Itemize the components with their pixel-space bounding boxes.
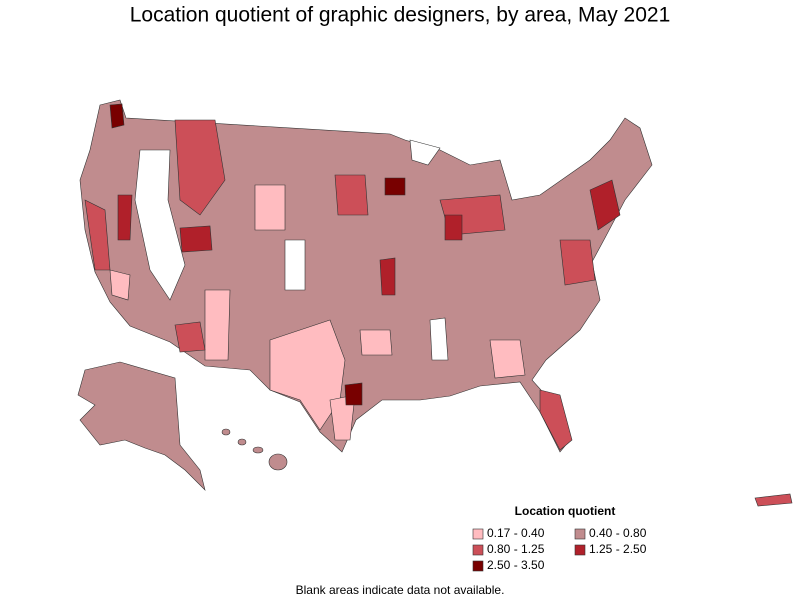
region xyxy=(109,269,131,301)
footnote: Blank areas indicate data not available. xyxy=(296,583,505,597)
blank-area xyxy=(284,239,306,291)
legend-swatch xyxy=(574,544,586,556)
region xyxy=(252,446,264,454)
region xyxy=(221,428,231,436)
region xyxy=(268,453,288,471)
region xyxy=(109,103,125,129)
region xyxy=(344,382,363,406)
region xyxy=(204,289,231,361)
blank-area xyxy=(409,139,441,166)
region xyxy=(359,329,393,356)
map-title: Location quotient of graphic designers, … xyxy=(130,4,671,27)
legend-label: 2.50 - 3.50 xyxy=(487,558,545,572)
region xyxy=(179,225,213,253)
region xyxy=(489,339,526,379)
region xyxy=(334,174,369,216)
blank-area xyxy=(429,317,449,361)
region xyxy=(77,361,206,491)
legend-swatch xyxy=(472,528,484,540)
region xyxy=(174,321,206,353)
legend: Location quotient 0.17 - 0.40 0.40 - 0.80… xyxy=(472,504,647,572)
legend-label: 0.40 - 0.80 xyxy=(589,526,647,540)
region xyxy=(379,257,396,296)
region xyxy=(754,493,793,507)
region xyxy=(559,239,596,286)
map xyxy=(77,99,793,507)
legend-swatch xyxy=(472,560,484,572)
region xyxy=(269,319,346,431)
region xyxy=(539,389,573,451)
region xyxy=(589,179,621,231)
region xyxy=(254,184,286,231)
region xyxy=(444,214,463,241)
legend-title: Location quotient xyxy=(515,504,616,518)
region xyxy=(237,438,247,446)
blank-area xyxy=(134,149,186,301)
region xyxy=(174,119,226,216)
region xyxy=(384,177,406,196)
legend-swatch xyxy=(574,528,586,540)
region xyxy=(84,199,111,271)
region xyxy=(117,194,133,241)
legend-swatch xyxy=(472,544,484,556)
legend-label: 0.80 - 1.25 xyxy=(487,542,545,556)
legend-label: 0.17 - 0.40 xyxy=(487,526,545,540)
legend-label: 1.25 - 2.50 xyxy=(589,542,647,556)
